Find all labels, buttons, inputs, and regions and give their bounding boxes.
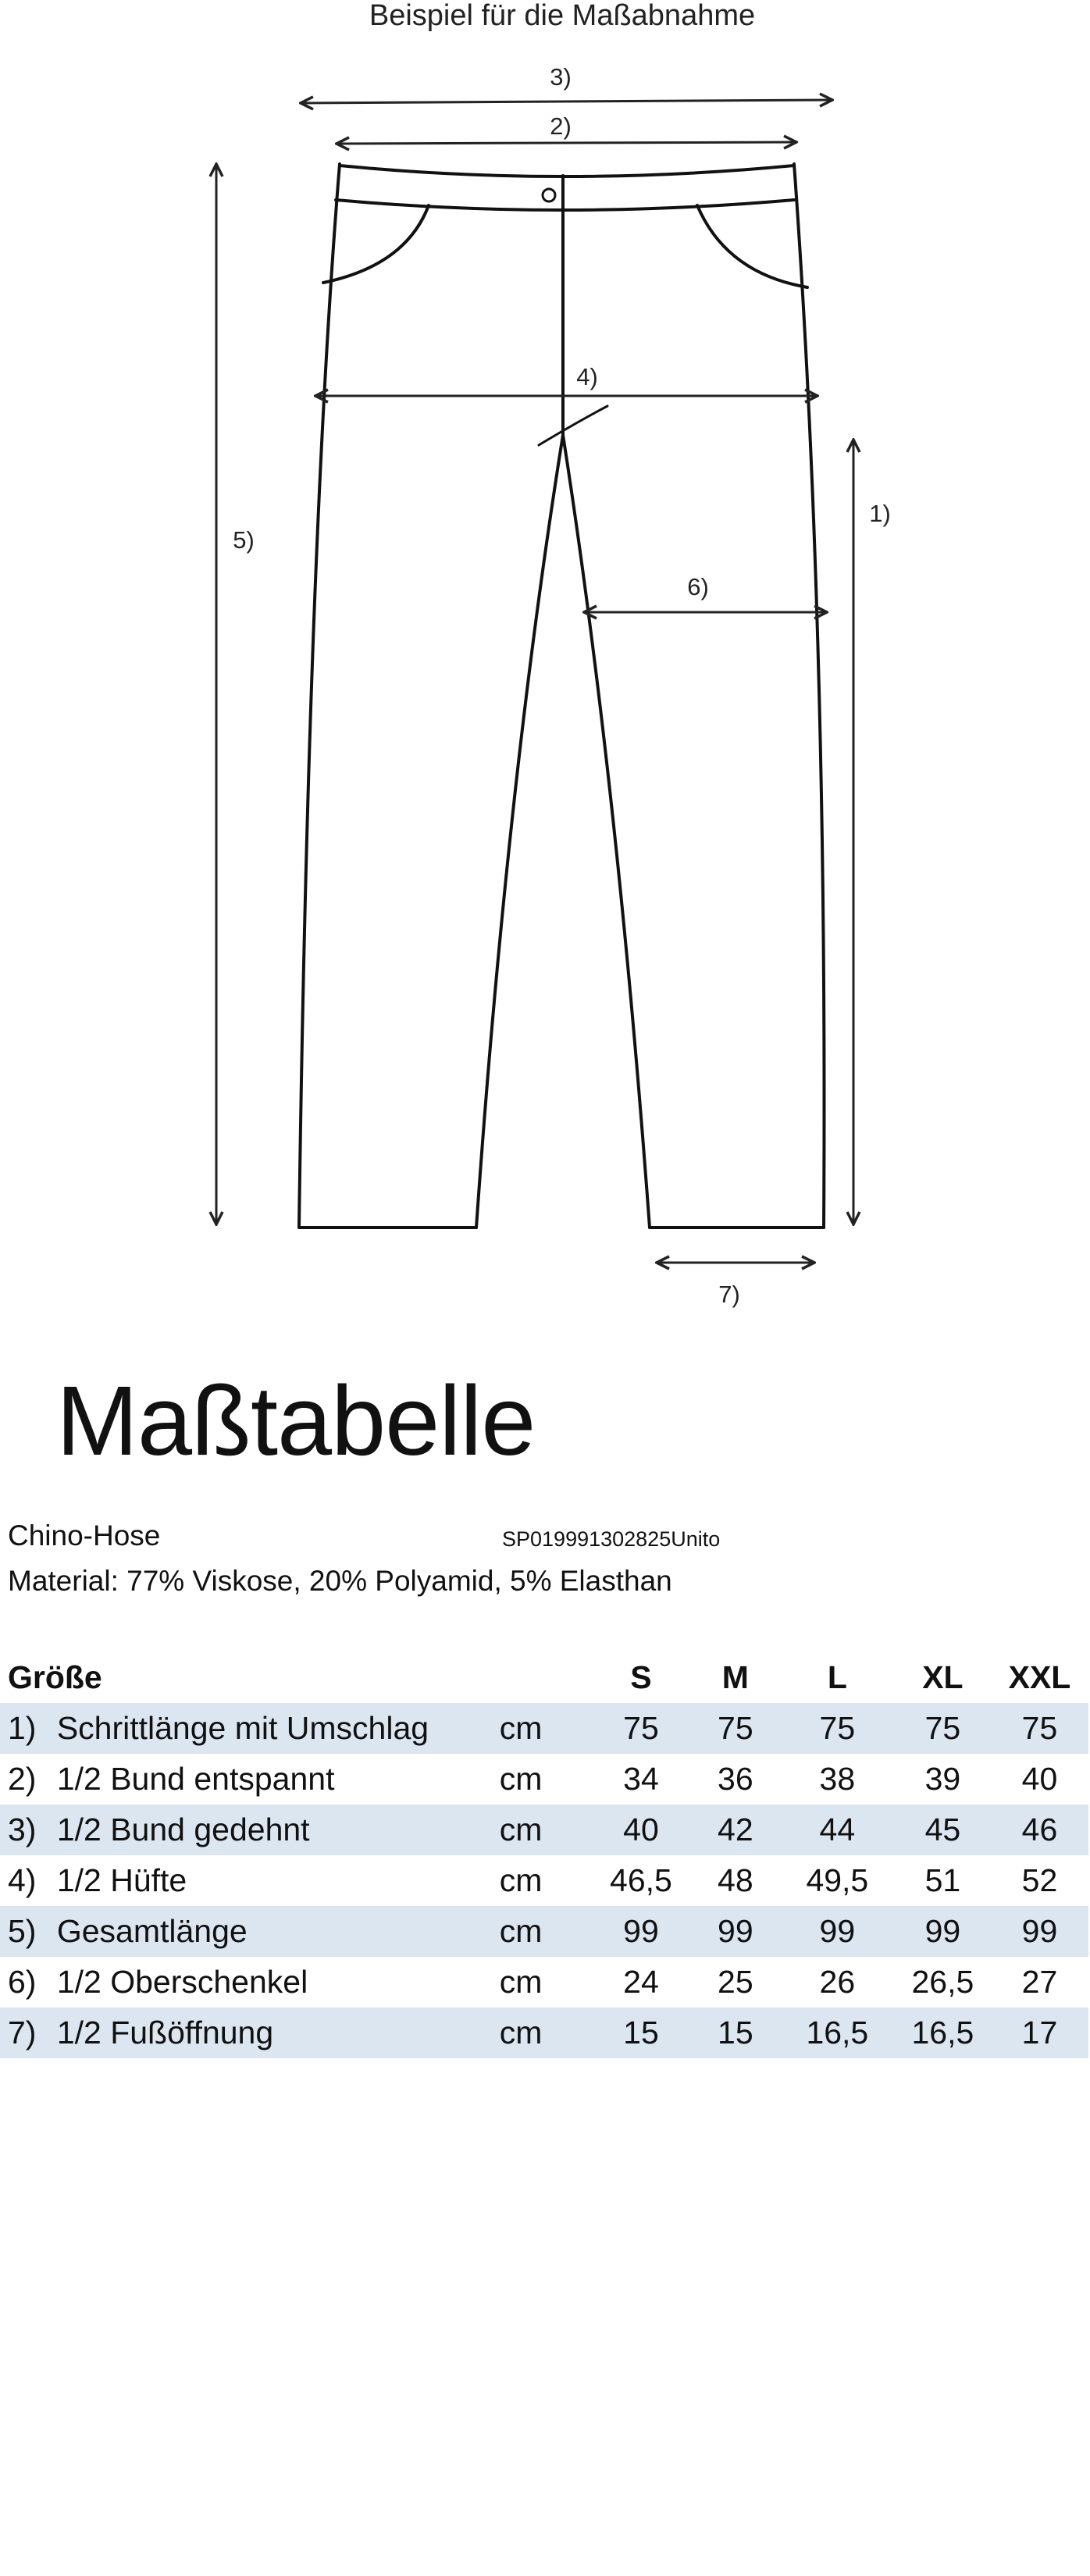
- row-value: 40: [1021, 1761, 1058, 1797]
- row-number: 6): [8, 1964, 37, 2000]
- row-value: 15: [623, 2015, 659, 2050]
- row-measure-name: Schrittlänge mit Umschlag: [56, 1710, 429, 1746]
- row-value: 99: [623, 1913, 659, 1949]
- row-value: 39: [924, 1761, 961, 1797]
- row-value: 75: [819, 1710, 856, 1746]
- row-value: 75: [924, 1710, 961, 1746]
- row-measure-name: 1/2 Hüfte: [56, 1862, 187, 1898]
- row-value: 75: [623, 1710, 659, 1746]
- row-measure-name: 1/2 Fußöffnung: [56, 2015, 274, 2050]
- row-value: 27: [1021, 1964, 1058, 2000]
- row-unit: cm: [499, 1964, 543, 2000]
- row-number: 1): [8, 1710, 37, 1746]
- table-row: 4) 1/2 Hüfte cm 46,5 48 49,5 51 52: [0, 1855, 1088, 1906]
- measurement-diagram: Beispiel für die Maßabnahme 3) 2) 4) 5) …: [0, 0, 891, 1308]
- row-unit: cm: [499, 1812, 543, 1847]
- header-size-xxl: XXL: [1008, 1659, 1071, 1695]
- label-1: 1): [869, 500, 891, 527]
- row-unit: cm: [499, 1862, 543, 1898]
- label-6: 6): [687, 573, 709, 600]
- header-size-label: Größe: [8, 1659, 102, 1695]
- diagram-title: Beispiel für die Maßabnahme: [369, 0, 755, 32]
- row-value: 99: [924, 1913, 961, 1949]
- table-title: Maßtabelle: [56, 1366, 536, 1476]
- row-value: 49,5: [806, 1862, 869, 1898]
- label-5: 5): [233, 526, 255, 554]
- row-value: 75: [718, 1710, 753, 1746]
- row-value: 99: [718, 1913, 753, 1949]
- label-7: 7): [718, 1281, 740, 1308]
- arrow-3: [301, 100, 832, 103]
- header-size-l: L: [827, 1659, 847, 1695]
- row-value: 16,5: [806, 2015, 869, 2050]
- row-value: 99: [819, 1913, 856, 1949]
- measurement-arrows: [216, 100, 853, 1263]
- row-number: 5): [8, 1913, 37, 1949]
- header-size-m: M: [721, 1659, 749, 1695]
- table-row: 3) 1/2 Bund gedehnt cm 40 42 44 45 46: [0, 1805, 1088, 1855]
- row-measure-name: 1/2 Bund entspannt: [56, 1761, 335, 1797]
- label-2: 2): [550, 112, 572, 140]
- pants-outline: [297, 162, 826, 1229]
- row-value: 44: [819, 1812, 856, 1847]
- row-value: 51: [924, 1862, 961, 1898]
- row-value: 17: [1021, 2015, 1058, 2050]
- row-unit: cm: [499, 1761, 543, 1797]
- row-value: 38: [819, 1761, 856, 1797]
- size-table: Größe S M L XL XXL 1) Schrittlänge mit Um…: [0, 1652, 1088, 2058]
- row-value: 40: [623, 1812, 659, 1847]
- row-value: 52: [1021, 1862, 1058, 1898]
- row-value: 15: [718, 2015, 753, 2050]
- table-header-row: Größe S M L XL XXL: [0, 1652, 1088, 1703]
- row-value: 36: [718, 1761, 753, 1797]
- arrow-2: [337, 142, 796, 144]
- row-number: 7): [8, 2015, 37, 2050]
- row-value: 45: [924, 1812, 961, 1847]
- row-value: 99: [1021, 1913, 1058, 1949]
- row-value: 46: [1021, 1812, 1058, 1847]
- row-unit: cm: [499, 1710, 543, 1746]
- table-row: 2) 1/2 Bund entspannt cm 34 36 38 39 40: [0, 1754, 1088, 1805]
- row-value: 25: [718, 1964, 753, 2000]
- product-name: Chino-Hose: [8, 1520, 161, 1552]
- table-row: 1) Schrittlänge mit Umschlag cm 75 75 75 75 75: [0, 1703, 1088, 1754]
- row-measure-name: 1/2 Oberschenkel: [56, 1964, 308, 2000]
- table-row: 6) 1/2 Oberschenkel cm 24 25 26 26,5 27: [0, 1957, 1088, 2008]
- row-value: 42: [718, 1812, 753, 1847]
- header-size-s: S: [630, 1659, 652, 1695]
- row-number: 4): [8, 1862, 37, 1898]
- row-value: 75: [1021, 1710, 1058, 1746]
- row-unit: cm: [499, 1913, 543, 1949]
- header-size-xl: XL: [922, 1659, 964, 1695]
- row-measure-name: 1/2 Bund gedehnt: [56, 1812, 310, 1847]
- product-material: Material: 77% Viskose, 20% Polyamid, 5% …: [8, 1565, 672, 1597]
- label-4: 4): [576, 363, 598, 390]
- row-number: 3): [8, 1812, 37, 1847]
- product-sku: SP019991302825Unito: [502, 1527, 721, 1551]
- row-measure-name: Gesamtlänge: [56, 1913, 248, 1949]
- row-value: 48: [718, 1862, 753, 1898]
- row-value: 26: [819, 1964, 856, 2000]
- row-value: 16,5: [911, 2015, 974, 2050]
- label-3: 3): [550, 63, 572, 91]
- row-value: 34: [623, 1761, 659, 1797]
- row-value: 26,5: [911, 1964, 974, 2000]
- row-value: 24: [623, 1964, 659, 2000]
- table-row: 5) Gesamtlänge cm 99 99 99 99 99: [0, 1906, 1088, 1957]
- table-row: 7) 1/2 Fußöffnung cm 15 15 16,5 16,5 17: [0, 2008, 1088, 2058]
- row-value: 46,5: [610, 1862, 672, 1898]
- row-number: 2): [8, 1761, 37, 1797]
- row-unit: cm: [499, 2015, 543, 2050]
